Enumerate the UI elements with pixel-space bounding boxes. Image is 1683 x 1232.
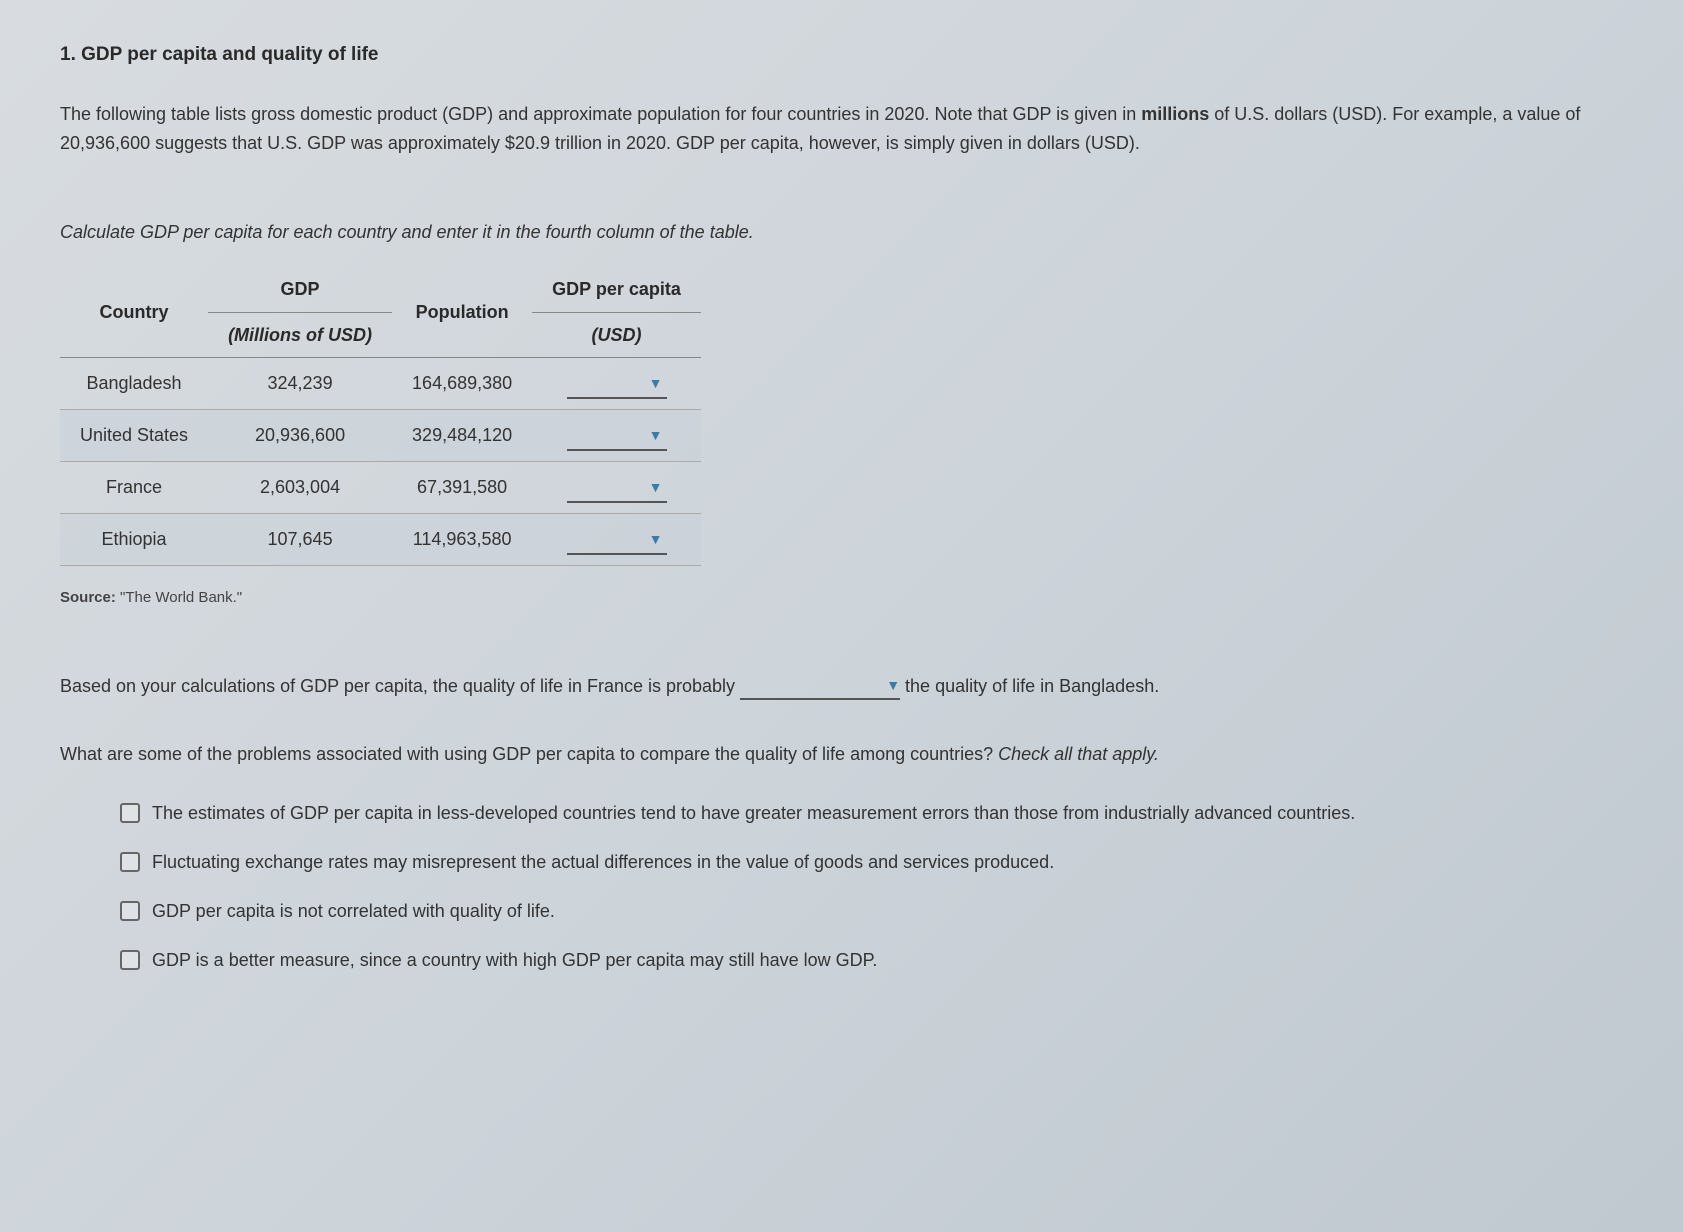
cell-gdp: 107,645 <box>208 513 392 565</box>
source-value: "The World Bank." <box>116 589 242 606</box>
header-percapita-sub: (USD) <box>532 312 701 358</box>
checkbox-label: GDP per capita is not correlated with qu… <box>152 897 1623 926</box>
intro-part1: The following table lists gross domestic… <box>60 104 1141 124</box>
intro-paragraph: The following table lists gross domestic… <box>60 100 1623 158</box>
table-row: United States 20,936,600 329,484,120 ▼ <box>60 410 701 462</box>
table-row: France 2,603,004 67,391,580 ▼ <box>60 461 701 513</box>
header-population: Population <box>392 267 532 358</box>
cell-country: Bangladesh <box>60 358 208 410</box>
chevron-down-icon[interactable]: ▼ <box>649 424 663 446</box>
cell-population: 114,963,580 <box>392 513 532 565</box>
dropdown-blank[interactable]: ▼ <box>567 368 667 399</box>
gdp-table: Country GDP Population GDP per capita (M… <box>60 267 701 566</box>
checkbox[interactable] <box>120 901 140 921</box>
header-gdp-sub: (Millions of USD) <box>208 312 392 358</box>
intro-bold: millions <box>1141 104 1209 124</box>
cell-population: 329,484,120 <box>392 410 532 462</box>
checkbox[interactable] <box>120 950 140 970</box>
chevron-down-icon[interactable]: ▼ <box>649 528 663 550</box>
inline-dropdown[interactable]: ▼ <box>740 670 900 701</box>
header-country: Country <box>60 267 208 358</box>
source-label: Source: <box>60 589 116 606</box>
checkbox-label: The estimates of GDP per capita in less-… <box>152 799 1623 828</box>
cell-country: France <box>60 461 208 513</box>
cell-gdp: 20,936,600 <box>208 410 392 462</box>
cell-gdp: 324,239 <box>208 358 392 410</box>
table-row: Ethiopia 107,645 114,963,580 ▼ <box>60 513 701 565</box>
chevron-down-icon[interactable]: ▼ <box>649 372 663 394</box>
checkbox-list: The estimates of GDP per capita in less-… <box>60 799 1623 974</box>
comparison-part2: the quality of life in Bangladesh. <box>900 676 1159 696</box>
header-percapita-top: GDP per capita <box>532 267 701 312</box>
cell-dropdown[interactable]: ▼ <box>532 358 701 410</box>
checkbox-label: GDP is a better measure, since a country… <box>152 946 1623 975</box>
question-title: 1. GDP per capita and quality of life <box>60 40 1623 70</box>
cell-country: Ethiopia <box>60 513 208 565</box>
checkbox-item: GDP per capita is not correlated with qu… <box>120 897 1623 926</box>
cell-dropdown[interactable]: ▼ <box>532 513 701 565</box>
dropdown-blank[interactable]: ▼ <box>567 524 667 555</box>
dropdown-blank[interactable]: ▼ <box>567 472 667 503</box>
checkbox-item: GDP is a better measure, since a country… <box>120 946 1623 975</box>
chevron-down-icon[interactable]: ▼ <box>649 476 663 498</box>
followup-question: What are some of the problems associated… <box>60 740 1623 769</box>
dropdown-blank[interactable]: ▼ <box>567 420 667 451</box>
checkbox[interactable] <box>120 852 140 872</box>
cell-population: 67,391,580 <box>392 461 532 513</box>
comparison-part1: Based on your calculations of GDP per ca… <box>60 676 740 696</box>
cell-population: 164,689,380 <box>392 358 532 410</box>
checkbox-item: Fluctuating exchange rates may misrepres… <box>120 848 1623 877</box>
chevron-down-icon[interactable]: ▼ <box>886 674 900 696</box>
checkbox-label: Fluctuating exchange rates may misrepres… <box>152 848 1623 877</box>
table-row: Bangladesh 324,239 164,689,380 ▼ <box>60 358 701 410</box>
checkbox-item: The estimates of GDP per capita in less-… <box>120 799 1623 828</box>
header-gdp-top: GDP <box>208 267 392 312</box>
source-citation: Source: "The World Bank." <box>60 586 1623 610</box>
cell-country: United States <box>60 410 208 462</box>
comparison-sentence: Based on your calculations of GDP per ca… <box>60 670 1623 701</box>
cell-dropdown[interactable]: ▼ <box>532 461 701 513</box>
instruction-text: Calculate GDP per capita for each countr… <box>60 218 1623 247</box>
followup-main: What are some of the problems associated… <box>60 744 998 764</box>
cell-dropdown[interactable]: ▼ <box>532 410 701 462</box>
cell-gdp: 2,603,004 <box>208 461 392 513</box>
checkbox[interactable] <box>120 803 140 823</box>
followup-instruction: Check all that apply. <box>998 744 1159 764</box>
